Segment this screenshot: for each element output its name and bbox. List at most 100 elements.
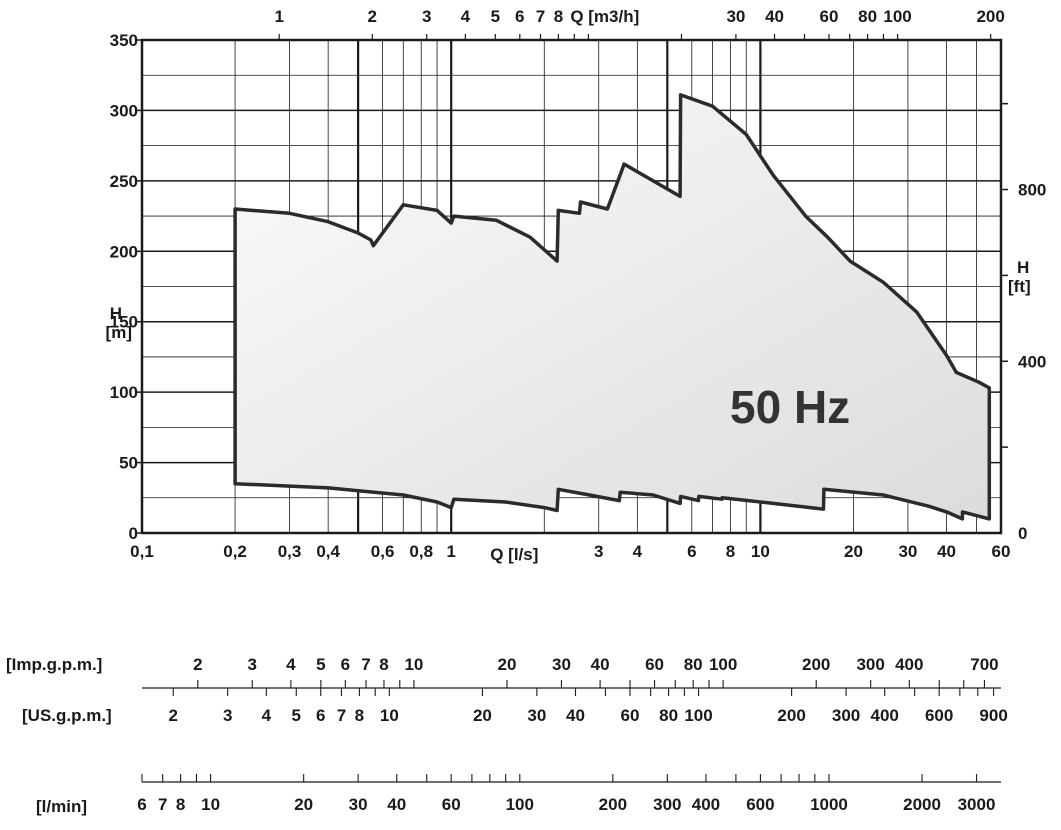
y-left-unit: [m] — [106, 323, 132, 342]
y-right-tick-label: 0 — [1018, 524, 1027, 543]
x-bottom-tick-label: 0,2 — [223, 542, 247, 561]
imp-gpm-tick-label: 300 — [856, 655, 884, 674]
us-gpm-tick-label: 6 — [316, 706, 325, 725]
us-gpm-tick-label: 600 — [925, 706, 953, 725]
x-top-tick-label: 60 — [820, 7, 839, 26]
x-bottom-tick-label: 20 — [844, 542, 863, 561]
lmin-tick-label: 8 — [176, 795, 185, 814]
lmin-tick-label: 400 — [692, 795, 720, 814]
y-right-tick-label: 800 — [1018, 181, 1046, 200]
lmin-tick-label: 600 — [746, 795, 774, 814]
x-bottom-tick-label: 4 — [633, 542, 643, 561]
imp-gpm-tick-label: 10 — [404, 655, 423, 674]
imp-gpm-tick-label: 400 — [895, 655, 923, 674]
us-gpm-tick-label: 2 — [168, 706, 177, 725]
x-bottom-tick-label: 60 — [992, 542, 1011, 561]
x-bottom-tick-label: 0,4 — [316, 542, 340, 561]
us-gpm-tick-label: 8 — [355, 706, 364, 725]
y-left-tick-label: 350 — [110, 31, 138, 50]
imp-gpm-tick-label: 80 — [684, 655, 703, 674]
x-bottom-tick-label: 0,3 — [278, 542, 302, 561]
lmin-tick-label: 20 — [294, 795, 313, 814]
x-top-tick-label: 6 — [515, 7, 524, 26]
x-top-tick-label: 4 — [461, 7, 471, 26]
us-gpm-tick-label: 60 — [620, 706, 639, 725]
y-right-tick-label: 400 — [1018, 352, 1046, 371]
us-gpm-tick-label: 4 — [262, 706, 272, 725]
x-top-tick-label: 5 — [491, 7, 500, 26]
x-top-tick-label: 100 — [883, 7, 911, 26]
us-gpm-tick-label: 40 — [566, 706, 585, 725]
x-top-tick-label: 200 — [976, 7, 1004, 26]
flow-conversion-scales: [Imp.g.p.m.] 2 3 4 5 6 7 8 10 20 30 40 60 80 100 200 300… — [6, 655, 1008, 816]
x-bottom-tick-label: 1 — [446, 542, 455, 561]
lmin-tick-label: 60 — [442, 795, 461, 814]
y-left-tick-label: 250 — [110, 172, 138, 191]
us-gpm-tick-label: 900 — [979, 706, 1007, 725]
imp-gpm-tick-label: 5 — [316, 655, 325, 674]
us-gpm-label: [US.g.p.m.] — [22, 706, 112, 725]
x-top-tick-label: 3 — [422, 7, 431, 26]
us-gpm-tick-label: 200 — [777, 706, 805, 725]
x-bottom-tick-label: 0,1 — [130, 542, 154, 561]
lmin-tick-label: 200 — [599, 795, 627, 814]
imp-gpm-tick-label: 20 — [498, 655, 517, 674]
performance-envelope — [233, 93, 992, 521]
lmin-tick-label: 1000 — [810, 795, 848, 814]
x-bottom-tick-label: 8 — [726, 542, 735, 561]
imp-gpm-tick-label: 40 — [591, 655, 610, 674]
x-bottom-tick-label: 40 — [937, 542, 956, 561]
imp-gpm-tick-label: 8 — [379, 655, 388, 674]
y-left-tick-label: 100 — [110, 383, 138, 402]
lmin-tick-label: 100 — [506, 795, 534, 814]
x-bottom-tick-label: 6 — [687, 542, 696, 561]
y-left-tick-label: 200 — [110, 242, 138, 261]
x-top-tick-label: 30 — [726, 7, 745, 26]
imp-gpm-tick-label: 2 — [193, 655, 202, 674]
us-gpm-tick-label: 300 — [832, 706, 860, 725]
us-gpm-tick-label: 3 — [223, 706, 232, 725]
lmin-tick-label: 7 — [158, 795, 167, 814]
imp-gpm-tick-label: 60 — [645, 655, 664, 674]
lmin-tick-label: 10 — [201, 795, 220, 814]
x-top-tick-label: 40 — [765, 7, 784, 26]
y-left-tick-label: 0 — [129, 524, 138, 543]
us-gpm-tick-label: 20 — [473, 706, 492, 725]
y-left-tick-label: 150 — [110, 313, 138, 332]
us-gpm-tick-label: 100 — [684, 706, 712, 725]
lmin-tick-label: 6 — [137, 795, 146, 814]
us-gpm-tick-label: 7 — [337, 706, 346, 725]
frequency-annotation: 50 Hz — [730, 381, 850, 433]
us-gpm-tick-label: 400 — [871, 706, 899, 725]
imp-gpm-tick-label: 6 — [341, 655, 350, 674]
us-gpm-tick-label: 80 — [659, 706, 678, 725]
x-top-tick-label: 8 — [554, 7, 563, 26]
imp-gpm-tick-label: 3 — [248, 655, 257, 674]
imp-gpm-tick-label: 100 — [709, 655, 737, 674]
x-bottom-tick-label: 3 — [594, 542, 603, 561]
axis-ticks — [136, 34, 1008, 534]
y-left-tick-label: 50 — [119, 454, 138, 473]
x-top-tick-label: 7 — [536, 7, 545, 26]
y-left-label: H — [110, 304, 122, 323]
us-gpm-tick-label: 5 — [292, 706, 301, 725]
us-gpm-tick-label: 10 — [380, 706, 399, 725]
y-right-label: H — [1017, 258, 1029, 277]
x-top-tick-label: 2 — [368, 7, 377, 26]
lmin-tick-label: 40 — [387, 795, 406, 814]
y-right-unit: [ft] — [1008, 277, 1031, 296]
imp-gpm-tick-label: 4 — [286, 655, 296, 674]
x-bottom-label: Q [l/s] — [490, 545, 538, 564]
x-bottom-tick-label: 10 — [751, 542, 770, 561]
x-bottom-tick-label: 0,6 — [371, 542, 395, 561]
lmin-tick-label: 300 — [653, 795, 681, 814]
imp-gpm-tick-label: 7 — [361, 655, 370, 674]
x-top-tick-label: 80 — [858, 7, 877, 26]
imp-gpm-tick-label: 700 — [970, 655, 998, 674]
lmin-tick-label: 3000 — [958, 795, 996, 814]
x-bottom-tick-label: 30 — [898, 542, 917, 561]
axis-labels: 050100150200250300350H[m]0400800H[ft]0,1… — [106, 7, 1047, 564]
lmin-tick-label: 30 — [349, 795, 368, 814]
